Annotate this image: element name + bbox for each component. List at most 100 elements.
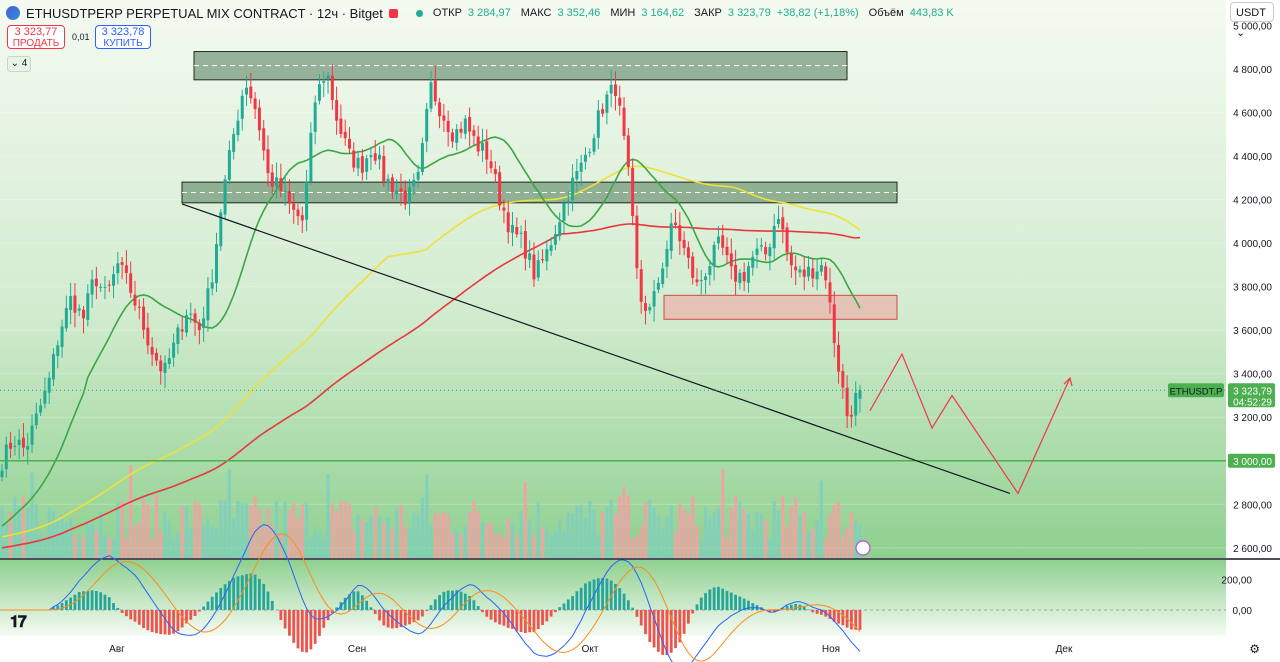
volume-bar xyxy=(579,504,583,558)
volume-bar xyxy=(403,526,407,558)
volume-bar xyxy=(583,517,588,558)
candle-body xyxy=(347,138,351,149)
volume-bar xyxy=(193,501,197,558)
oscillator-bar xyxy=(832,609,836,622)
volume-bar xyxy=(107,537,111,558)
lightning-icon[interactable] xyxy=(855,540,871,556)
volume-bar xyxy=(26,507,30,558)
volume-bar xyxy=(56,520,60,558)
candle-body xyxy=(219,212,223,247)
volume-bar xyxy=(124,538,129,558)
volume-bar xyxy=(399,505,403,558)
oscillator-pane-background xyxy=(0,560,1226,636)
oscillator-bar xyxy=(687,609,690,624)
candle-body xyxy=(403,190,407,205)
volume-bar xyxy=(785,526,789,558)
candle-body xyxy=(9,442,13,449)
candle-body xyxy=(107,284,111,286)
oscillator-bar xyxy=(403,609,407,626)
oscillator-bar xyxy=(819,609,823,615)
candle-body xyxy=(742,271,746,282)
candle-body xyxy=(609,84,613,94)
buy-button[interactable]: 3 323,78 КУПИТЬ xyxy=(95,25,151,49)
candle-body xyxy=(296,209,300,217)
oscillator-bar xyxy=(528,609,532,633)
oscillator-bar xyxy=(588,581,592,610)
volume-bar xyxy=(223,500,227,558)
oscillator-bar xyxy=(519,609,523,633)
oscillator-bar xyxy=(751,603,755,610)
oscillator-bar xyxy=(738,596,742,610)
oscillator-bar xyxy=(86,590,90,610)
oscillator-bar xyxy=(459,591,463,610)
oscillator-bar xyxy=(369,607,373,610)
candle-body xyxy=(468,116,472,132)
sell-button[interactable]: 3 323,77 ПРОДАТЬ xyxy=(7,25,65,49)
oscillator-bar xyxy=(52,607,55,610)
oscillator-bar xyxy=(249,573,253,610)
candle-body xyxy=(579,162,583,172)
oscillator-bar xyxy=(605,578,609,610)
candle-body xyxy=(764,247,768,255)
volume-bar xyxy=(854,520,858,558)
projection-path[interactable] xyxy=(869,352,1071,495)
oscillator-bar xyxy=(318,609,321,636)
trendline[interactable] xyxy=(181,203,1011,494)
oscillator-bar xyxy=(150,609,154,633)
candle-body xyxy=(622,107,626,136)
oscillator-bar xyxy=(219,588,223,610)
volume-bar xyxy=(815,519,819,558)
volume-bar xyxy=(635,535,639,558)
oscillator-bar xyxy=(129,609,133,620)
oscillator-bar xyxy=(768,609,772,613)
volume-bar xyxy=(755,511,759,558)
oscillator-bar xyxy=(146,609,150,631)
candle-body xyxy=(493,168,497,175)
projection-arrow xyxy=(1063,376,1073,387)
volume-bar xyxy=(510,523,515,558)
volume-bar xyxy=(69,517,73,558)
candle-body xyxy=(215,244,218,284)
candle-body xyxy=(751,256,755,268)
volume-bar xyxy=(686,513,690,558)
oscillator-bar xyxy=(421,609,424,617)
oscillator-bar xyxy=(489,609,493,620)
oscillator-bar xyxy=(202,606,206,610)
tradingview-logo-icon[interactable]: 𝟏𝟕 xyxy=(10,614,27,631)
volume-bar xyxy=(159,530,163,558)
oscillator-bar xyxy=(266,591,270,610)
candle-body xyxy=(515,226,519,235)
candle-body xyxy=(21,437,25,448)
volume-bar xyxy=(202,525,206,558)
oscillator-bar xyxy=(742,598,746,610)
candle-body xyxy=(635,215,639,269)
indicators-toggle[interactable]: ⌄ 4 xyxy=(7,56,31,72)
change-value: +38,82 (+1,18%) xyxy=(776,7,859,19)
candle-body xyxy=(433,80,437,102)
candle-body xyxy=(480,142,484,151)
high-label: МАКС xyxy=(520,7,552,19)
time-tick-label: Сен xyxy=(348,644,366,655)
volume-bar xyxy=(768,538,772,558)
oscillator-bar xyxy=(541,609,544,625)
oscillator-bar xyxy=(279,609,283,621)
volume-bar xyxy=(476,511,480,558)
volume-bar xyxy=(506,518,510,558)
volume-bar xyxy=(764,520,768,558)
candle-body xyxy=(699,280,703,282)
volume-bar xyxy=(416,515,420,558)
candle-body xyxy=(789,253,793,266)
candle-body xyxy=(828,282,832,303)
candle-body xyxy=(729,253,733,267)
zone-support-zone[interactable] xyxy=(663,294,898,320)
settings-icon[interactable]: ⚙ xyxy=(1249,642,1260,656)
symbol-title[interactable]: ETHUSDTPERP PERPETUAL MIX CONTRACT · 12ч… xyxy=(26,5,383,21)
oscillator-bar xyxy=(854,609,858,630)
volume-bar xyxy=(699,538,703,558)
volume-bar xyxy=(103,534,107,558)
candle-body xyxy=(279,178,283,192)
oscillator-bar xyxy=(451,590,454,610)
candle-body xyxy=(146,327,150,346)
currency-select[interactable]: USDT ⌄ xyxy=(1230,2,1274,39)
